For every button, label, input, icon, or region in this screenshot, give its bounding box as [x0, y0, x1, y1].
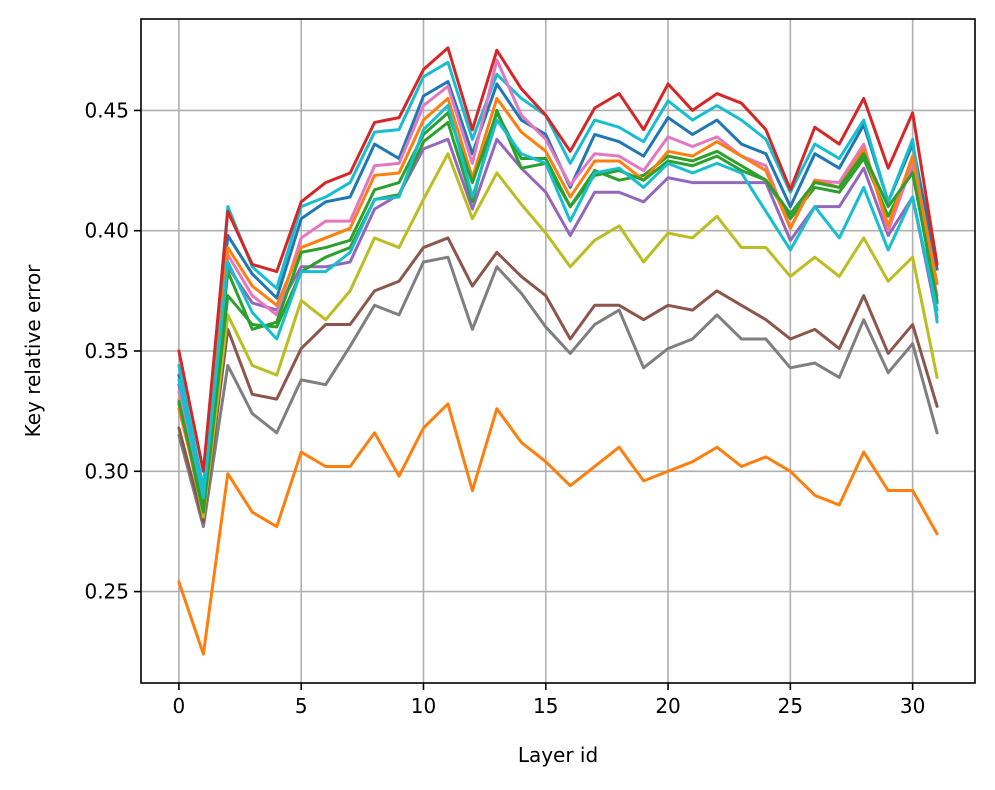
series-line-13 — [177, 104, 939, 500]
y-tick-label: 0.25 — [84, 580, 129, 604]
x-axis-ticks: 0 5 10 15 20 25 30 — [173, 683, 925, 718]
x-tick-label: 25 — [778, 694, 803, 718]
x-tick-label: 0 — [173, 694, 186, 718]
y-tick-label: 0.40 — [84, 219, 129, 243]
y-tick-label: 0.45 — [84, 98, 129, 122]
x-tick-label: 15 — [533, 694, 558, 718]
series-line-1 — [177, 402, 939, 656]
x-tick-label: 10 — [411, 694, 436, 718]
series-line-3 — [177, 236, 939, 524]
y-tick-label: 0.35 — [84, 339, 129, 363]
y-axis-ticks: 0.25 0.30 0.35 0.40 0.45 — [84, 98, 141, 604]
x-axis-label: Layer id — [518, 743, 598, 767]
x-tick-label: 30 — [900, 694, 925, 718]
series-line-4 — [177, 152, 939, 519]
series-lines — [177, 46, 939, 656]
x-tick-label: 5 — [295, 694, 308, 718]
series-line-12 — [177, 111, 939, 512]
series-line-10 — [177, 46, 939, 473]
y-tick-label: 0.30 — [84, 459, 129, 483]
y-axis-label: Key relative error — [21, 264, 45, 438]
series-line-8 — [177, 60, 939, 490]
series-line-2 — [177, 255, 939, 529]
x-tick-label: 20 — [655, 694, 680, 718]
